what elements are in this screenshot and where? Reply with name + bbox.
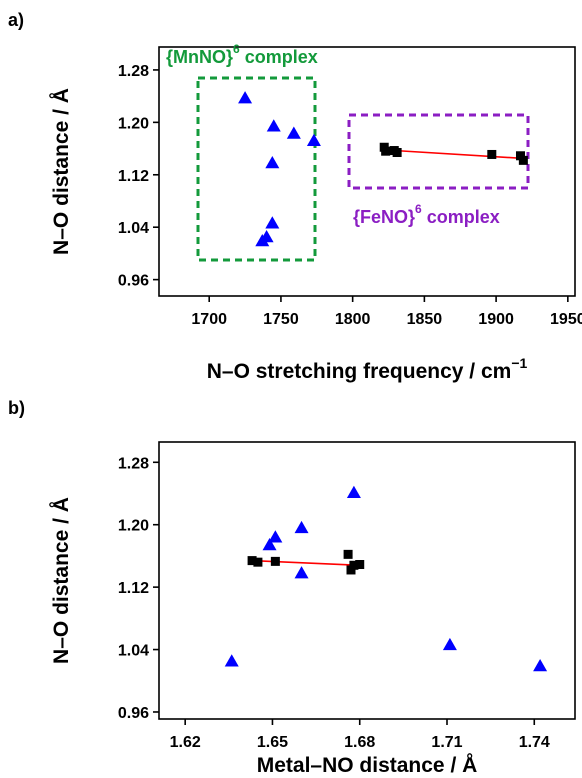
triangle-point — [262, 537, 277, 551]
square-point — [346, 565, 356, 575]
square-point — [392, 147, 402, 157]
triangle-point — [533, 658, 548, 672]
triangle-point — [265, 216, 280, 229]
triangle-point — [224, 654, 239, 667]
y-tick-label: 1.12 — [118, 168, 149, 185]
x-tick-label: 1850 — [407, 311, 443, 328]
annotation-label: {MnNO}6 complex — [166, 42, 318, 67]
y-axis-label: N–O distance / Å — [49, 88, 73, 255]
square-point — [349, 560, 359, 570]
annotation-label: {FeNO}6 complex — [353, 202, 500, 227]
x-tick-label: 1.65 — [257, 734, 288, 751]
triangle-point — [268, 530, 283, 543]
annotation-box — [347, 113, 530, 190]
y-axis-label: N–O distance / Å — [49, 497, 73, 664]
y-tick-label: 1.04 — [118, 220, 149, 237]
x-tick-label: 1.74 — [519, 734, 550, 751]
triangle-point — [255, 233, 270, 247]
y-tick-label: 1.28 — [118, 455, 149, 472]
square-point — [355, 560, 365, 570]
chart-panel-a: a) 0.96 1.04 1.12 1.20 1.28 1700 1750 1800 1850 19… — [8, 10, 582, 383]
y-tick-label: 0.96 — [118, 273, 149, 290]
square-point — [253, 557, 263, 567]
panel-label: b) — [8, 398, 25, 418]
x-tick-label: 1700 — [191, 311, 227, 328]
square-point — [487, 149, 497, 159]
square-point — [343, 549, 353, 559]
triangle-point — [306, 133, 321, 146]
triangle-point — [286, 126, 301, 139]
triangle-point — [238, 91, 253, 104]
panel-label: a) — [8, 10, 24, 30]
y-tick-label: 1.20 — [118, 518, 149, 535]
square-point — [515, 151, 525, 161]
plot-frame — [158, 46, 576, 297]
triangle-point — [294, 520, 309, 534]
x-tick-label: 1.62 — [170, 734, 201, 751]
fit-line — [384, 149, 524, 160]
square-point — [247, 556, 257, 566]
x-tick-label: 1.71 — [431, 734, 462, 751]
y-tick-label: 1.04 — [118, 643, 149, 660]
y-tick-label: 1.28 — [118, 63, 149, 80]
x-axis-label: N–O stretching frequency / cm−1 — [207, 355, 528, 383]
triangle-point — [294, 566, 309, 579]
y-tick-label: 1.20 — [118, 115, 149, 132]
x-axis-label: Metal–NO distance / Å — [257, 753, 478, 777]
x-tick-label: 1900 — [478, 311, 514, 328]
x-tick-label: 1750 — [263, 311, 299, 328]
x-tick-label: 1.68 — [344, 734, 375, 751]
triangle-point — [346, 485, 361, 498]
square-point — [381, 146, 391, 156]
y-tick-label: 0.96 — [118, 705, 149, 722]
square-point — [518, 155, 528, 165]
triangle-point — [265, 155, 280, 169]
triangle-point — [266, 119, 281, 132]
chart-panel-b: b) 0.96 1.04 1.12 1.20 1.28 1.62 1.65 1.68 1.71 1.… — [8, 398, 576, 777]
plot-frame — [158, 441, 576, 720]
triangle-point — [442, 637, 457, 651]
annotation-box — [196, 76, 317, 262]
x-tick-label: 1800 — [335, 311, 371, 328]
y-tick-label: 1.12 — [118, 580, 149, 597]
x-tick-label: 1950 — [550, 311, 582, 328]
fit-line — [252, 559, 360, 567]
square-point — [270, 556, 280, 566]
